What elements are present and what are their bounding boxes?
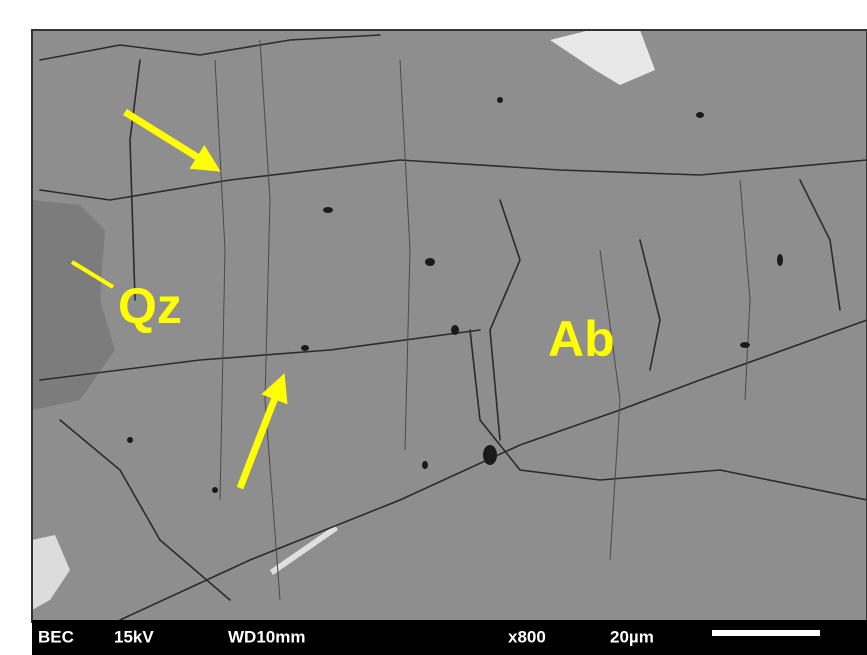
working-distance: WD10mm	[228, 627, 305, 646]
info-bar	[32, 620, 867, 655]
magnification: x800	[508, 627, 546, 646]
voltage: 15kV	[114, 627, 154, 646]
mineral-label: Qz	[118, 278, 182, 334]
scale-label: 20µm	[610, 627, 654, 646]
page: {"labels": {"qz": "Qz", "ab": "Ab"}, "in…	[0, 0, 867, 655]
mineral-label: Ab	[548, 311, 615, 367]
detector: BEC	[38, 627, 74, 646]
scale-bar	[712, 630, 820, 636]
micrograph: Qz Ab BEC 15kV WD10mm x800 20µm	[0, 0, 867, 655]
